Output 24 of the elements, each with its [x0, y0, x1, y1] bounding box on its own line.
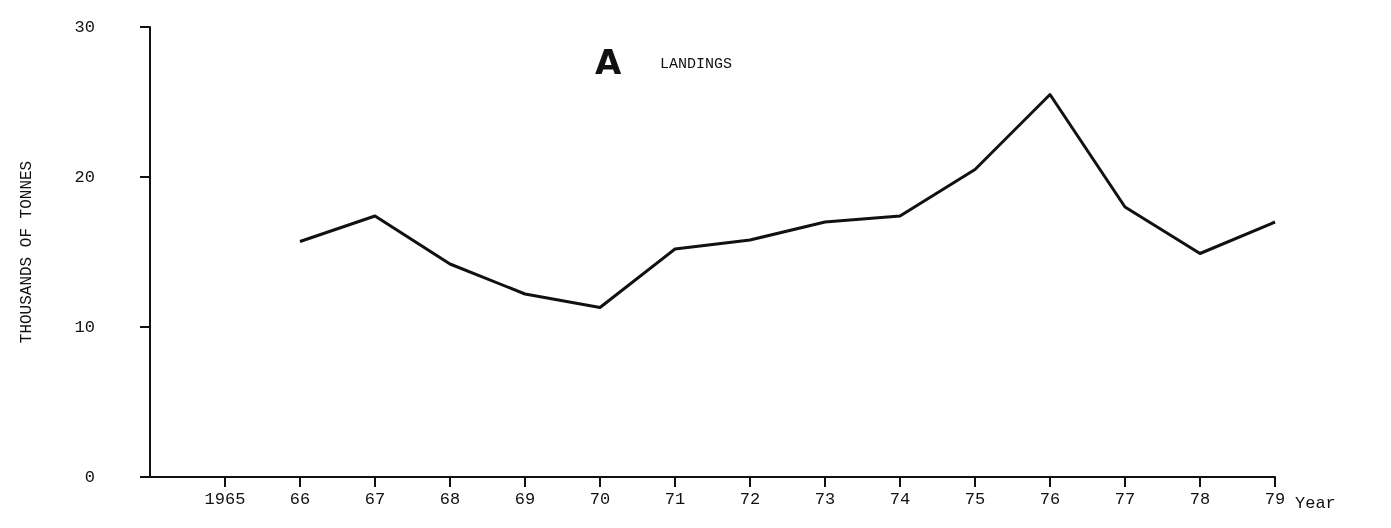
x-tick-label: 72	[739, 490, 761, 509]
x-tick-label: 1965	[204, 490, 246, 509]
x-tick-label: 70	[589, 490, 611, 509]
x-tick-label: 76	[1039, 490, 1061, 509]
y-axis-title: THOUSANDS OF TONNES	[18, 160, 36, 344]
x-tick-label: 77	[1114, 490, 1136, 509]
x-tick-label: 79	[1264, 490, 1286, 509]
x-tick-label: 74	[889, 490, 911, 509]
x-tick-label: 73	[814, 490, 836, 509]
x-axis-title: Year	[1295, 494, 1336, 513]
line-series	[298, 93, 1277, 309]
y-tick-label: 20	[74, 167, 95, 187]
x-tick-label: 78	[1189, 490, 1211, 509]
text: A	[595, 42, 622, 82]
x-tick-label: 68	[439, 490, 461, 509]
y-tick-label: 30	[74, 17, 95, 37]
x-tick-label: 69	[514, 490, 536, 509]
text: LANDINGS	[660, 56, 733, 73]
x-tick-label: 66	[289, 490, 311, 509]
y-tick-label: 0	[84, 467, 95, 487]
x-tick-label: 71	[664, 490, 686, 509]
y-tick-label: 10	[74, 317, 95, 337]
x-tick-label: 75	[964, 490, 986, 509]
x-tick-label: 67	[364, 490, 386, 509]
